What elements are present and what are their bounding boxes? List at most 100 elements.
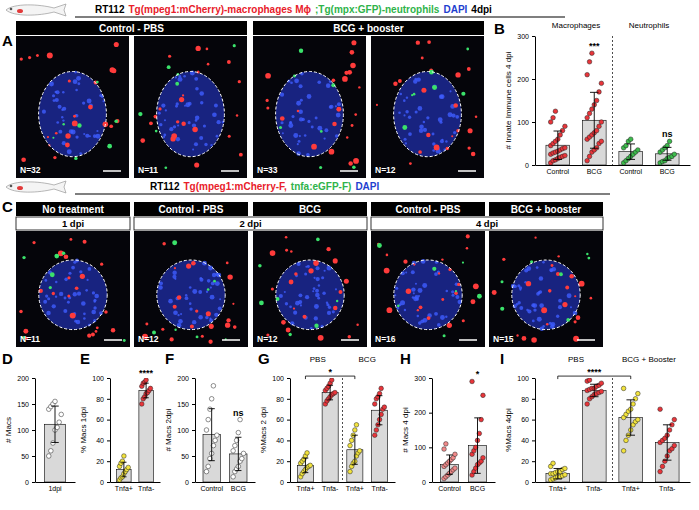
y-tick: 80 <box>276 396 290 403</box>
y-tick-mark <box>107 440 110 441</box>
chart: G020406080100%Macs 2 dpiTnfa+Tnfa-Tnfa+T… <box>258 350 396 492</box>
dapi-speck <box>209 318 211 320</box>
red-speck <box>466 234 470 238</box>
green-speck <box>74 157 77 160</box>
header-box <box>253 21 484 35</box>
x-axis-line <box>111 482 161 483</box>
dapi-speck <box>212 273 216 277</box>
y-tick: 200 <box>414 409 432 416</box>
significance-label: ns <box>233 408 244 418</box>
dapi-speck <box>540 327 544 331</box>
y-tick-mark <box>192 456 195 457</box>
data-point <box>453 466 458 471</box>
red-speck <box>393 82 397 86</box>
dapi-speck <box>280 121 283 124</box>
data-point <box>563 466 568 471</box>
fish-tumor <box>17 186 23 190</box>
red-speck <box>55 132 58 135</box>
y-tick: 60 <box>521 416 535 423</box>
dapi-speck <box>321 276 324 279</box>
title-rule <box>75 193 610 194</box>
dapi-speck <box>177 314 179 316</box>
green-speck <box>172 240 177 245</box>
error-bar <box>630 144 631 159</box>
red-speck <box>332 122 337 127</box>
error-cap <box>209 408 215 409</box>
dapi-speck <box>200 101 203 104</box>
micrograph <box>134 231 248 347</box>
dapi-speck <box>68 272 71 275</box>
y-tick: 100 <box>272 375 290 382</box>
data-point <box>587 60 592 65</box>
y-tick-mark <box>429 447 432 448</box>
red-speck <box>173 305 177 309</box>
red-speck <box>104 310 108 314</box>
row-title: RT112Tg(mpeg1:mCherry-F,tnfa:eGFP-F)DAPI <box>150 181 379 192</box>
y-tick: 100 <box>177 427 195 434</box>
y-tick: 0 <box>525 479 535 486</box>
dapi-speck <box>195 87 199 91</box>
error-cap <box>626 435 635 436</box>
x-axis: 1dpi <box>36 483 76 493</box>
green-speck <box>443 334 446 337</box>
y-tick-label: 60 <box>521 416 529 423</box>
dapi-speck <box>77 292 81 296</box>
y-tick-label: 200 <box>17 375 29 382</box>
scale-bar <box>458 170 476 172</box>
y-tick-mark <box>532 36 535 37</box>
red-speck <box>23 329 28 334</box>
red-speck <box>579 281 585 287</box>
y-tick-label: 0 <box>525 479 529 486</box>
dapi-speck <box>298 293 302 297</box>
red-speck <box>473 283 479 289</box>
dapi-speck <box>315 293 320 298</box>
y-tick-mark <box>532 378 535 379</box>
red-speck <box>162 242 165 245</box>
n-label: N=12 <box>257 334 278 344</box>
red-speck <box>551 264 554 267</box>
red-speck <box>53 156 56 159</box>
red-speck <box>64 254 69 259</box>
dapi-speck <box>289 121 292 124</box>
tumor-outline <box>512 260 580 330</box>
red-speck <box>109 124 113 128</box>
panel-letter: G <box>258 350 270 367</box>
dapi-speck <box>67 301 70 304</box>
red-speck <box>91 333 95 337</box>
data-point <box>551 461 556 466</box>
dapi-speck <box>280 93 284 97</box>
dapi-speck <box>539 303 544 308</box>
green-speck <box>316 238 320 242</box>
scale-bar <box>341 339 359 341</box>
red-speck <box>406 288 411 293</box>
red-speck <box>281 320 286 325</box>
dapi-speck <box>567 293 572 298</box>
dapi-speck <box>307 94 312 99</box>
dapi-speck <box>55 295 57 297</box>
dapi-speck <box>210 144 212 146</box>
dapi-speck <box>83 312 86 315</box>
red-speck <box>225 323 230 328</box>
significance-label: **** <box>139 368 154 378</box>
plot-area <box>117 378 154 482</box>
y-tick: 200 <box>177 375 195 382</box>
dapi-speck <box>408 116 411 119</box>
dapi-speck <box>172 271 176 275</box>
red-speck <box>227 274 232 279</box>
dapi-speck <box>304 272 307 275</box>
red-speck <box>557 255 559 257</box>
error-bar <box>211 409 212 461</box>
data-point <box>470 379 475 384</box>
dapi-speck <box>526 309 529 312</box>
chart: E020406080100% Macs 1dpiTnfa+Tnfa-**** <box>79 350 161 492</box>
dapi-speck <box>316 266 320 270</box>
red-speck <box>170 337 174 341</box>
green-speck <box>123 339 126 342</box>
green-speck <box>411 94 413 96</box>
data-point <box>308 463 313 468</box>
y-tick-mark <box>192 482 195 483</box>
y-axis-title: %Macs 4dpi <box>504 408 513 452</box>
data-point <box>599 81 604 86</box>
green-speck <box>77 123 81 127</box>
dapi-speck <box>426 116 429 119</box>
